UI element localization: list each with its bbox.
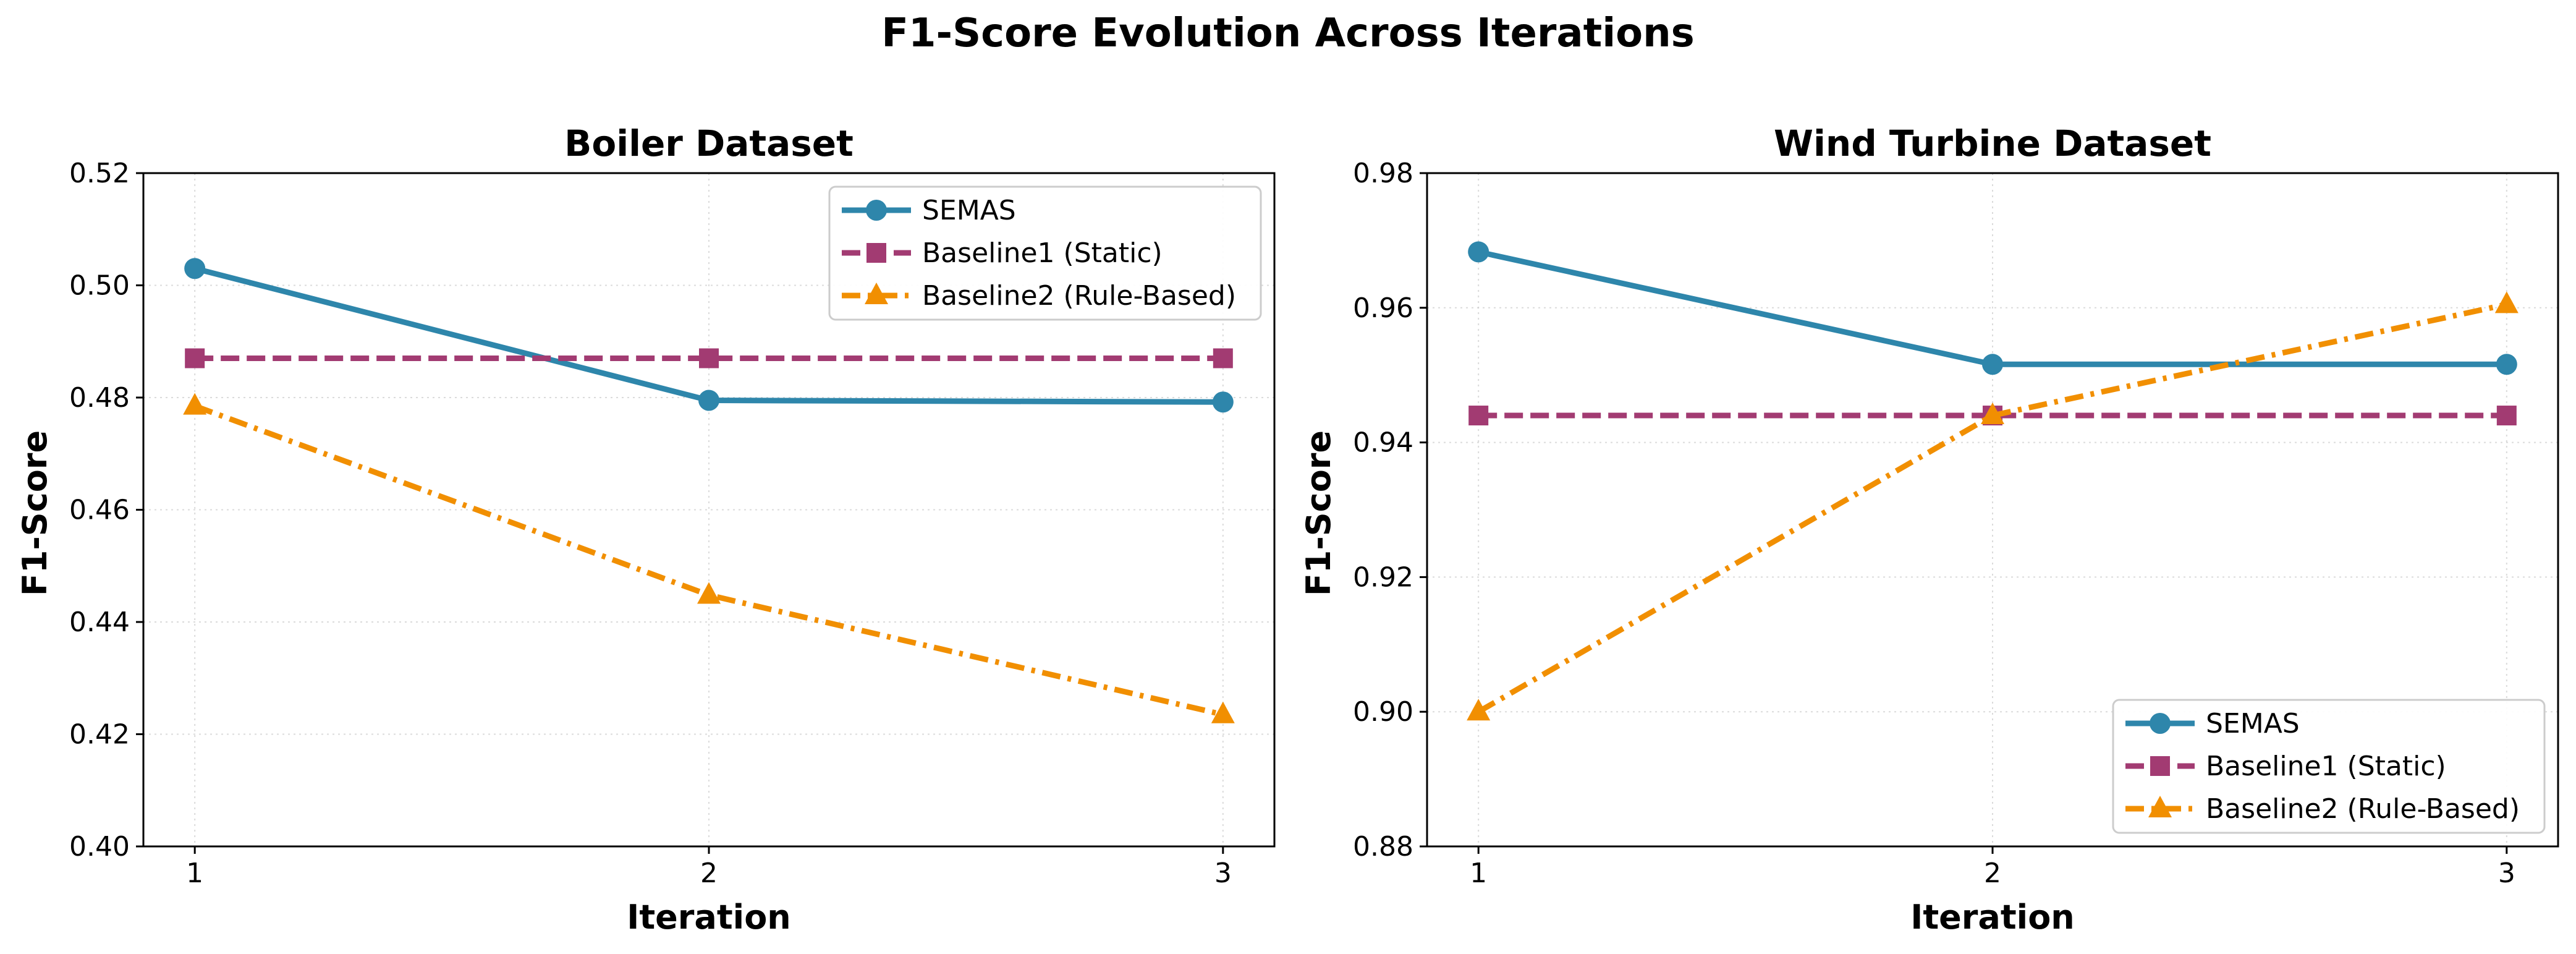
wind-turbine-x-tick-label: 2 (1984, 858, 2001, 889)
boiler-baseline1-static-point (185, 348, 205, 368)
figure-title: F1-Score Evolution Across Iterations (881, 11, 1695, 56)
boiler-baseline1-static-point (1213, 348, 1233, 368)
wind-turbine-legend-marker (2150, 756, 2170, 776)
boiler-legend-label: Baseline2 (Rule-Based) (922, 280, 1236, 312)
wind-turbine-legend-marker (2150, 713, 2171, 734)
boiler-y-tick-label: 0.44 (69, 607, 130, 638)
wind-turbine-legend-label: Baseline1 (Static) (2206, 751, 2446, 782)
boiler-semas-point (184, 258, 206, 279)
wind-turbine-legend-label: Baseline2 (Rule-Based) (2206, 793, 2520, 825)
wind-turbine-y-tick-label: 0.92 (1353, 561, 1413, 593)
wind-turbine-legend-entry-baseline1-static: Baseline1 (Static) (2125, 751, 2446, 782)
wind-turbine-y-tick-label: 0.90 (1353, 696, 1413, 728)
boiler-y-tick-label: 0.52 (69, 158, 130, 189)
wind-turbine-legend-entry-semas: SEMAS (2125, 708, 2300, 739)
wind-turbine-y-tick-label: 0.88 (1353, 831, 1413, 862)
wind-turbine-legend-box (2112, 699, 2546, 834)
boiler-y-tick-label: 0.40 (69, 831, 130, 862)
wind-turbine-chart: Wind Turbine Dataset Iteration F1-Score … (1299, 122, 2559, 937)
boiler-baseline2-rule-based-point (183, 393, 207, 415)
wind-turbine-series-semas (1468, 241, 2517, 375)
wind-turbine-legend-marker (2148, 796, 2172, 817)
wind-turbine-y-tick-label: 0.96 (1353, 292, 1413, 324)
boiler-y-tick-label: 0.42 (69, 719, 130, 751)
boiler-legend-marker (866, 200, 887, 221)
boiler-y-axis-label: F1-Score (15, 430, 54, 596)
wind-turbine-baseline1-static-point (2496, 406, 2517, 426)
boiler-baseline2-rule-based-point (697, 582, 721, 604)
boiler-x-tick-label: 2 (700, 858, 718, 889)
boiler-legend: SEMAS Baseline1 (Static) Baseline2 (Rule-B… (828, 185, 1262, 321)
boiler-baseline1-static-point (699, 348, 719, 368)
boiler-legend-entry-baseline1-static: Baseline1 (Static) (842, 237, 1163, 269)
boiler-semas-point (1212, 391, 1234, 413)
boiler-y-tick-label: 0.48 (69, 382, 130, 414)
wind-turbine-chart-title: Wind Turbine Dataset (1774, 122, 2211, 164)
wind-turbine-baseline2-rule-based-line (1477, 301, 2507, 715)
boiler-chart-title: Boiler Dataset (564, 122, 854, 164)
wind-turbine-y-axis-label: F1-Score (1299, 430, 1338, 596)
boiler-legend-label: SEMAS (922, 195, 1016, 226)
boiler-y-tick-label: 0.50 (69, 270, 130, 302)
wind-turbine-x-tick-label: 3 (2498, 858, 2515, 889)
wind-turbine-baseline2-rule-based-point (2494, 291, 2519, 313)
boiler-x-axis-label: Iteration (627, 898, 790, 937)
wind-turbine-legend-label: SEMAS (2206, 708, 2300, 739)
wind-turbine-series-baseline2-rule-based (1467, 291, 2519, 721)
boiler-x-tick-label: 1 (186, 858, 203, 889)
wind-turbine-y-tick-label: 0.94 (1353, 427, 1413, 459)
boiler-legend-label: Baseline1 (Static) (922, 237, 1163, 269)
boiler-legend-entry-baseline2-rule-based: Baseline2 (Rule-Based) (842, 280, 1236, 312)
boiler-legend-marker (866, 243, 886, 263)
boiler-chart: Boiler Dataset Iteration F1-Score 1 2 3 0.4… (15, 122, 1276, 937)
boiler-x-tick-label: 3 (1214, 858, 1232, 889)
wind-turbine-semas-point (2496, 354, 2517, 375)
boiler-legend-marker (865, 283, 888, 304)
wind-turbine-baseline2-rule-based-point (1981, 402, 2004, 425)
boiler-legend-entry-semas: SEMAS (842, 195, 1016, 226)
wind-turbine-baseline2-rule-based-point (1467, 699, 1491, 721)
boiler-baseline2-rule-based-point (1211, 701, 1235, 723)
boiler-y-tick-label: 0.46 (69, 495, 130, 526)
wind-turbine-x-axis-label: Iteration (1910, 898, 2074, 937)
wind-turbine-legend-entry-baseline2-rule-based: Baseline2 (Rule-Based) (2125, 793, 2520, 825)
wind-turbine-x-tick-label: 1 (1470, 858, 1487, 889)
wind-turbine-baseline1-static-point (1468, 406, 1489, 426)
wind-turbine-y-tick-label: 0.98 (1353, 158, 1413, 189)
boiler-series-baseline2-rule-based (183, 393, 1235, 723)
wind-turbine-semas-point (1982, 354, 2003, 375)
boiler-semas-point (698, 390, 719, 411)
boiler-legend-box (828, 185, 1262, 321)
wind-turbine-semas-point (1468, 241, 1489, 263)
wind-turbine-legend: SEMAS Baseline1 (Static) Baseline2 (Rule-B… (2112, 699, 2546, 834)
boiler-series-baseline1-static (185, 348, 1233, 368)
boiler-series-semas (184, 258, 1234, 413)
